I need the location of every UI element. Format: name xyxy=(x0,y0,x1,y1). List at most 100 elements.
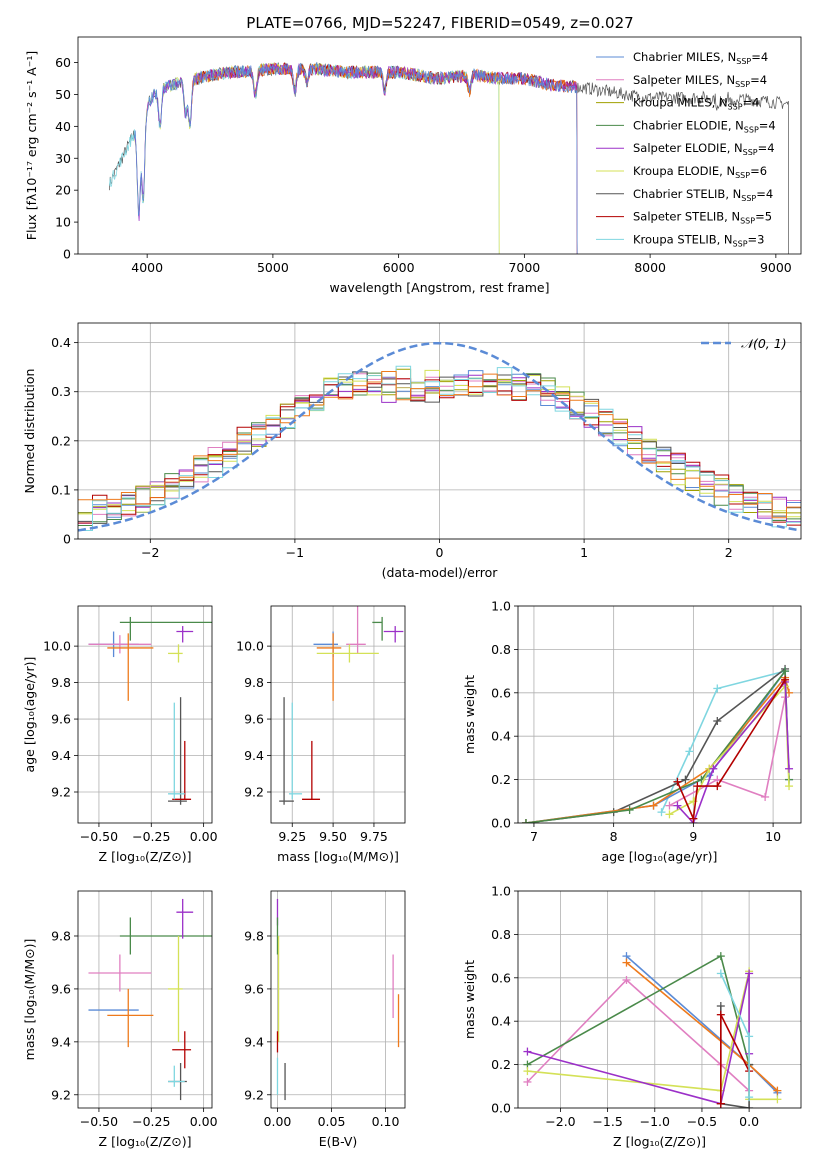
weight-marker xyxy=(761,792,770,801)
y-tick-label: 0 xyxy=(63,247,71,262)
y-tick-label: 0 xyxy=(63,532,71,547)
y-tick-label: 10.0 xyxy=(236,639,264,654)
y-tick-label: 0.4 xyxy=(491,1014,511,1029)
weight-marker xyxy=(713,782,722,791)
age_vs_mass-gridlines xyxy=(271,606,405,823)
errorbar-point xyxy=(279,697,294,805)
y-tick-label: 0.1 xyxy=(51,482,71,497)
weight-marker xyxy=(716,1002,725,1011)
weight-marker xyxy=(745,1104,754,1108)
y-axis-label: mass weight xyxy=(462,960,477,1039)
weight-marker xyxy=(673,777,682,786)
y-tick-label: 9.8 xyxy=(244,675,264,690)
y-tick-label: 9.2 xyxy=(244,785,264,800)
weight_vs_z-gridlines xyxy=(518,890,801,1109)
mass_vs_z-plot-area xyxy=(88,898,212,1101)
weight-marker xyxy=(716,969,725,978)
legend-entry: Kroupa ELODIE, NSSP=6 xyxy=(633,164,767,180)
weight-marker xyxy=(625,805,634,814)
errorbar-point xyxy=(119,917,212,955)
x-tick-label: 7 xyxy=(530,829,538,844)
y-tick-label: 9.4 xyxy=(51,748,71,763)
weight-marker xyxy=(523,1047,532,1056)
weight-marker xyxy=(773,1095,782,1104)
errorbar-point xyxy=(176,898,194,939)
weight-series-salpeter_miles xyxy=(526,978,750,1092)
y-tick-label: 50 xyxy=(55,87,71,102)
weight-marker xyxy=(713,717,722,726)
x-tick-label: 9 xyxy=(689,829,697,844)
mass_vs_z-gridlines xyxy=(78,891,212,1108)
x-tick-label: 9.50 xyxy=(319,829,347,844)
y-tick-label: 0.8 xyxy=(491,927,511,942)
residuals-legend: 𝒩(0, 1) xyxy=(701,336,787,351)
x-axis-label: wavelength [Angstrom, rest frame] xyxy=(329,280,549,295)
x-tick-label: 8000 xyxy=(634,260,666,275)
x-axis-label: mass [log₁₀(M/M⊙)] xyxy=(277,849,399,864)
y-tick-label: 9.4 xyxy=(244,1034,264,1049)
y-tick-label: 0.4 xyxy=(51,335,71,350)
weight-marker xyxy=(781,667,790,676)
y-axis-label: age [log₁₀(age/yr)] xyxy=(22,657,37,773)
x-tick-label: −2.0 xyxy=(545,1114,575,1129)
legend-entry: Chabrier MILES, NSSP=4 xyxy=(633,50,768,66)
x-axis-label: Z [log₁₀(Z/Z⊙)] xyxy=(613,1134,706,1149)
x-axis-label: E(B-V) xyxy=(319,1134,358,1149)
weight-marker xyxy=(709,764,718,773)
weight-marker xyxy=(685,747,694,756)
weight-marker xyxy=(657,808,666,817)
weight-marker xyxy=(785,782,794,791)
y-tick-label: 9.6 xyxy=(51,981,71,996)
weight-marker xyxy=(745,1093,754,1102)
errorbar-point xyxy=(372,616,383,641)
x-tick-label: 1 xyxy=(580,545,588,560)
y-axis-label: Normed distribution xyxy=(22,369,37,494)
x-tick-label: 0.05 xyxy=(318,1114,346,1129)
spectrum-plot-area xyxy=(109,61,789,254)
residuals-gridlines xyxy=(78,323,801,540)
x-axis-label: Z [log₁₀(Z/Z⊙)] xyxy=(99,1134,192,1149)
errorbar-point xyxy=(316,644,379,663)
weight_vs_age-frame xyxy=(517,605,802,824)
weight-marker xyxy=(622,975,631,984)
errorbar-point xyxy=(316,633,342,701)
y-tick-label: 9.8 xyxy=(244,928,264,943)
weight-marker xyxy=(785,764,794,773)
y-tick-label: 1.0 xyxy=(491,884,511,899)
y-tick-label: 0.4 xyxy=(491,729,511,744)
residuals-plot-area xyxy=(78,341,801,532)
x-tick-label: 6000 xyxy=(383,260,415,275)
histogram-series-orange xyxy=(78,371,801,519)
x-tick-label: −1.0 xyxy=(640,1114,670,1129)
errorbar-point xyxy=(172,740,192,800)
residuals-frame xyxy=(77,322,802,540)
weight_vs_z-axes: −2.0 −1.5 −1.0 −0.5 0.0 0.0 0.2 0.4 0.6 0.8 1.0 Z [… xyxy=(462,884,802,1149)
y-tick-label: 40 xyxy=(55,119,71,134)
weight-marker xyxy=(523,1077,532,1086)
y-axis-label: mass weight xyxy=(462,675,477,754)
spectrum-frame xyxy=(77,36,802,255)
x-tick-label: 5000 xyxy=(257,260,289,275)
x-axis-label: (data-model)/error xyxy=(382,565,499,580)
errorbar-point xyxy=(168,1065,185,1087)
y-tick-label: 9.6 xyxy=(51,712,71,727)
x-tick-label: 4000 xyxy=(131,260,163,275)
weight-marker xyxy=(716,1099,725,1108)
y-tick-label: 0.3 xyxy=(51,384,71,399)
age_vs_mass-frame xyxy=(270,605,406,824)
mass_vs_ebv-axes: 0.00 0.05 0.10 9.2 9.4 9.6 9.8 E(B-V) xyxy=(244,890,406,1149)
plots-layer: 4000 5000 6000 7000 8000 90000102030405060wav… xyxy=(22,36,802,1149)
figure-title: PLATE=0766, MJD=52247, FIBERID=0549, z=0… xyxy=(246,14,633,32)
spectrum-series-chabrier_miles xyxy=(134,61,578,254)
age_vs_z-axes: −0.50 −0.25 0.00 9.2 9.4 9.6 9.8 10.0 Z [log₁₀(Z… xyxy=(22,605,218,864)
weight-marker xyxy=(693,782,702,791)
y-tick-label: 0.0 xyxy=(491,816,511,831)
legend-entry: Kroupa STELIB, NSSP=3 xyxy=(633,232,764,248)
x-tick-label: −0.50 xyxy=(80,1114,118,1129)
weight-series-chabrier_stelib xyxy=(525,668,786,823)
weight-marker xyxy=(716,952,725,961)
weight-marker xyxy=(781,675,790,684)
x-tick-label: 0.10 xyxy=(372,1114,400,1129)
weight-marker xyxy=(665,810,674,819)
